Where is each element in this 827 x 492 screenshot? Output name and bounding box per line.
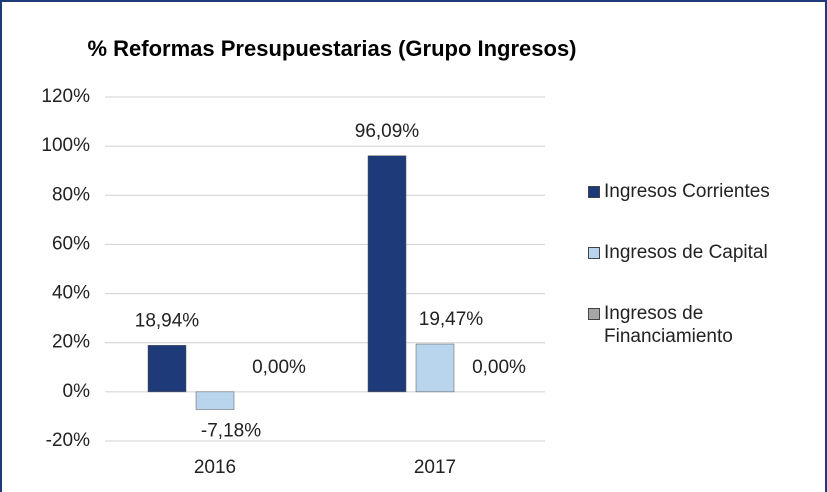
legend-label: Ingresos de Capital bbox=[604, 242, 768, 263]
legend-item: Ingresos de Capital bbox=[588, 241, 823, 264]
bar bbox=[415, 343, 455, 393]
data-label: 0,00% bbox=[472, 357, 526, 378]
bar bbox=[195, 391, 235, 410]
bar bbox=[367, 155, 407, 393]
y-tick-label: 100% bbox=[41, 135, 90, 156]
data-label: 19,47% bbox=[419, 309, 484, 330]
y-tick-label: 80% bbox=[52, 184, 90, 205]
legend: Ingresos Corrientes Ingresos de Capital In… bbox=[588, 180, 823, 386]
legend-item: Ingresos Corrientes bbox=[588, 180, 823, 203]
legend-swatch bbox=[588, 186, 600, 198]
legend-label: Ingresos de Financiamiento bbox=[604, 303, 733, 347]
y-tick-label: 40% bbox=[52, 283, 90, 304]
x-tick-label: 2016 bbox=[194, 457, 236, 478]
legend-swatch bbox=[588, 247, 600, 259]
legend-item: Ingresos de Financiamiento bbox=[588, 302, 823, 348]
y-tick-label: 0% bbox=[63, 381, 91, 402]
y-tick-label: 60% bbox=[52, 233, 90, 254]
legend-label: Ingresos Corrientes bbox=[604, 181, 770, 202]
legend-swatch bbox=[588, 308, 600, 320]
data-label: 18,94% bbox=[135, 310, 200, 331]
x-tick-label: 2017 bbox=[414, 457, 456, 478]
data-label: 0,00% bbox=[252, 357, 306, 378]
y-tick-label: 20% bbox=[52, 332, 90, 353]
y-tick-label: 120% bbox=[41, 86, 90, 107]
y-tick-label: -20% bbox=[46, 430, 90, 451]
bar bbox=[147, 345, 187, 393]
chart-title: % Reformas Presupuestarias (Grupo Ingres… bbox=[87, 36, 576, 61]
data-label: 96,09% bbox=[355, 121, 420, 142]
data-label: -7,18% bbox=[201, 421, 261, 442]
